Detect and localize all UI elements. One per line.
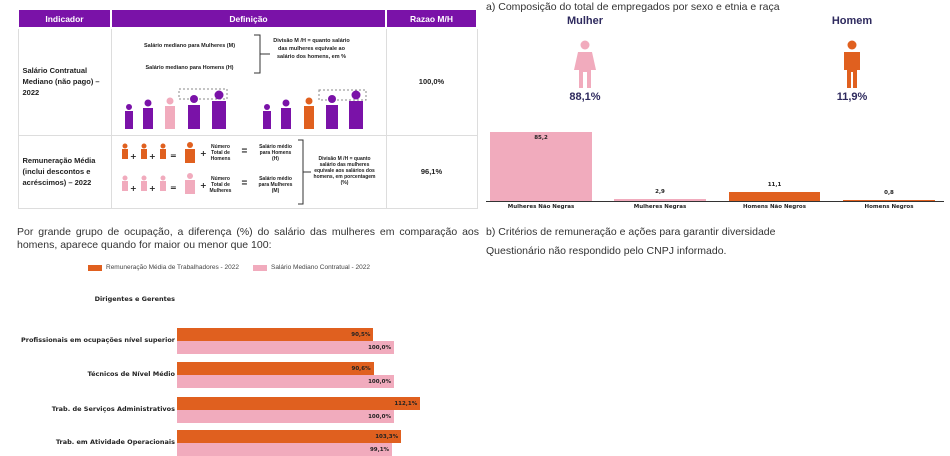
legend-swatch-salario bbox=[252, 264, 267, 271]
section-b-title: b) Critérios de remuneração e ações para… bbox=[486, 226, 776, 238]
salario-bar bbox=[177, 410, 394, 423]
equals-icon: = bbox=[241, 145, 248, 157]
svg-text:+: + bbox=[130, 152, 137, 161]
equals-icon: = bbox=[241, 177, 248, 189]
svg-text:=: = bbox=[170, 151, 177, 160]
bar-value-label: 11,1 bbox=[767, 182, 782, 188]
bar-2 bbox=[729, 192, 820, 201]
ratio-salario: 100,0% bbox=[385, 27, 478, 136]
svg-text:+: + bbox=[130, 184, 137, 193]
legend: Remuneração Média de Trabalhadores - 202… bbox=[88, 264, 370, 271]
bar-value-label: 103,3% bbox=[375, 434, 399, 440]
remuneracao-bar bbox=[177, 430, 402, 443]
definition-remuneracao: + + = + + = + + Número Total de Homens = Salári… bbox=[110, 134, 387, 209]
section-b-text: Questionário não respondido pelo CNPJ in… bbox=[486, 245, 727, 257]
bar-0 bbox=[490, 131, 592, 201]
def-note-2: Divisão M /H = quanto salário das mulher… bbox=[313, 155, 376, 186]
salario-bar bbox=[177, 341, 394, 354]
category-label: Profissionais em ocupações nível superio… bbox=[20, 336, 175, 344]
bar-value-label: 90,6% bbox=[351, 366, 371, 372]
bar-value-label: 100,0% bbox=[368, 345, 391, 351]
def-note: Divisão M /H = quanto salário das mulher… bbox=[273, 38, 350, 60]
svg-text:+: + bbox=[149, 184, 156, 193]
legend-salario: Salário Mediano Contratual - 2022 bbox=[270, 264, 370, 271]
people-icons bbox=[124, 88, 366, 129]
man-icon bbox=[844, 40, 860, 88]
men-label: Homem bbox=[831, 15, 873, 27]
ratio-remuneracao: 96,1% bbox=[385, 134, 478, 209]
men-result: Salário médio para Homens (H) bbox=[259, 143, 292, 162]
category-label: Mulheres Negras bbox=[633, 204, 687, 210]
bar-value-label: 2,9 bbox=[655, 188, 665, 195]
category-label: Dirigentes e Gerentes bbox=[94, 295, 175, 303]
men-pct: 11,9% bbox=[836, 91, 868, 103]
woman-icon bbox=[574, 40, 596, 88]
svg-text:+: + bbox=[200, 181, 207, 190]
brace-icon bbox=[297, 139, 311, 204]
women-total: Número Total de Mulheres bbox=[209, 175, 232, 194]
header-definicao: Definição bbox=[110, 8, 387, 29]
bar-value-label: 99,1% bbox=[369, 447, 390, 453]
remuneracao-bar bbox=[177, 397, 421, 410]
sum-people-icons: + + = + + = + + bbox=[121, 141, 207, 194]
category-label: Técnicos de Nível Médio bbox=[87, 370, 176, 378]
salario-bar bbox=[177, 375, 394, 388]
category-label: Mulheres Não Negras bbox=[507, 204, 575, 210]
brace-icon bbox=[253, 34, 270, 74]
svg-text:=: = bbox=[170, 183, 177, 192]
bar-1 bbox=[614, 198, 706, 201]
svg-text:+: + bbox=[200, 149, 207, 158]
def-line-h: Salário mediano para Homens (H) bbox=[145, 65, 234, 71]
category-label: Trab. de Serviços Administrativos bbox=[51, 405, 175, 413]
bar-value-label: 0,8 bbox=[884, 190, 894, 197]
indicator-salario: Salário Contratual Mediano (não pago) – … bbox=[17, 27, 112, 136]
women-label: Mulher bbox=[566, 15, 604, 27]
indicator-table: Indicador Definição Razao M/H Salário Co… bbox=[17, 8, 478, 209]
bar-value-label: 100,0% bbox=[368, 414, 391, 420]
women-result: Salário médio para Mulheres (M) bbox=[258, 175, 293, 194]
legend-remuneracao: Remuneração Média de Trabalhadores - 202… bbox=[106, 264, 239, 271]
svg-text:+: + bbox=[149, 152, 156, 161]
bar-value-label: 100,0% bbox=[368, 379, 391, 385]
def-line-m: Salário mediano para Mulheres (M) bbox=[143, 43, 236, 49]
indicator-remuneracao: Remuneração Média (inclui descontos e ac… bbox=[17, 134, 112, 209]
x-axis bbox=[486, 201, 944, 202]
bar-value-label: 112,1% bbox=[394, 401, 418, 407]
category-label: Trab. em Atividade Operacionais bbox=[55, 438, 175, 446]
category-label: Homens Negros bbox=[864, 204, 914, 210]
composition-title: a) Composição do total de empregados por… bbox=[486, 1, 780, 13]
bar-value-label: 90,5% bbox=[351, 332, 371, 338]
bar-3 bbox=[843, 200, 935, 201]
occupation-text: Por grande grupo de ocupação, a diferenç… bbox=[17, 226, 479, 251]
definition-salario: Salário mediano para Mulheres (M) Salári… bbox=[110, 27, 387, 136]
legend-swatch-remuneracao bbox=[88, 264, 102, 271]
category-label: Homens Não Negros bbox=[743, 204, 806, 210]
header-razao: Razao M/H bbox=[385, 8, 478, 29]
bar-value-label: 85,2 bbox=[534, 134, 548, 141]
women-pct: 88,1% bbox=[569, 91, 601, 103]
men-total: Número Total de Homens bbox=[210, 143, 231, 162]
remuneracao-bar bbox=[177, 328, 374, 341]
header-indicador: Indicador bbox=[17, 8, 112, 29]
remuneracao-bar bbox=[177, 362, 374, 375]
